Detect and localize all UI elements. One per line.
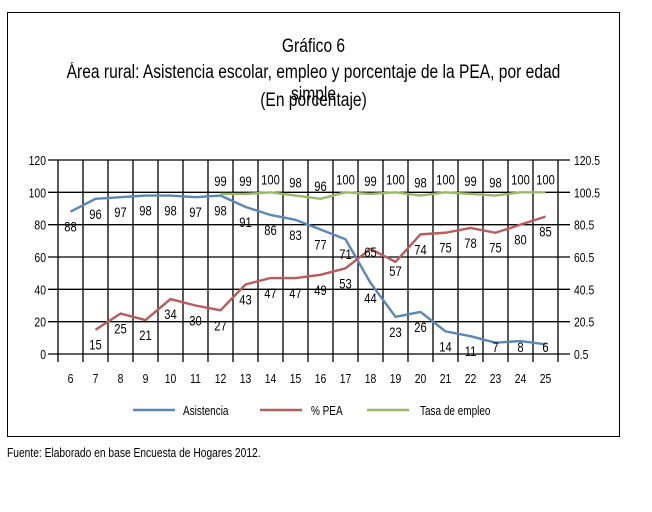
y2-tick-label: 40.5 [574, 283, 595, 297]
data-label-tasa-empleo: 100 [386, 172, 405, 187]
chart-title: Área rural: Asistencia escolar, empleo y… [66, 62, 561, 105]
data-label-pea: 15 [89, 338, 101, 353]
data-label-tasa-empleo: 99 [239, 174, 251, 189]
y2-tick-label: 20.5 [574, 316, 595, 330]
data-label-tasa-empleo: 100 [336, 172, 355, 187]
data-label-asistencia: 6 [542, 340, 548, 355]
data-label-asistencia: 14 [439, 339, 451, 354]
y-tick-label: 20 [34, 316, 46, 330]
y2-tick-label: 80.5 [574, 219, 595, 233]
x-tick-label: 21 [440, 372, 452, 386]
data-label-tasa-empleo: 100 [261, 172, 280, 187]
y2-tick-label: 60.5 [574, 251, 595, 265]
data-label-asistencia: 77 [314, 237, 326, 252]
series-line-pea [94, 215, 546, 331]
data-label-tasa-empleo: 100 [536, 172, 555, 187]
data-label-asistencia: 98 [164, 203, 176, 218]
data-label-asistencia: 23 [389, 325, 401, 340]
data-label-pea: 30 [189, 313, 201, 328]
data-label-pea: 75 [489, 241, 501, 256]
data-label-asistencia: 71 [339, 247, 351, 262]
x-tick-label: 6 [68, 372, 74, 386]
data-label-asistencia: 86 [264, 223, 276, 238]
x-tick-label: 17 [340, 372, 352, 386]
data-label-pea: 34 [164, 307, 176, 322]
data-label-pea: 25 [114, 321, 126, 336]
data-label-pea: 53 [339, 276, 351, 291]
x-tick-label: 11 [190, 372, 201, 386]
data-label-asistencia: 26 [414, 320, 426, 335]
y2-tick-label: 0.5 [574, 348, 589, 362]
data-label-pea: 75 [439, 241, 451, 256]
x-tick-label: 25 [540, 372, 552, 386]
data-label-pea: 27 [214, 318, 226, 333]
x-tick-label: 12 [215, 372, 227, 386]
data-label-asistencia: 8 [517, 340, 523, 355]
x-tick-label: 18 [365, 372, 377, 386]
x-tick-label: 14 [265, 372, 277, 386]
data-label-tasa-empleo: 100 [511, 172, 530, 187]
legend-label: Tasa de empleo [420, 405, 490, 418]
y-tick-label: 60 [34, 251, 46, 265]
data-label-tasa-empleo: 98 [489, 175, 501, 190]
series-line-tasa-de-empleo [220, 191, 546, 201]
data-label-pea: 47 [264, 286, 276, 301]
y-tick-label: 0 [40, 348, 46, 362]
chart-frame [7, 12, 620, 437]
data-label-pea: 85 [539, 224, 551, 239]
data-label-pea: 74 [414, 242, 426, 257]
x-tick-label: 23 [490, 372, 502, 386]
data-label-pea: 43 [239, 292, 251, 307]
series-line-asistencia [69, 194, 546, 346]
legend-label: Asistencia [183, 405, 229, 418]
y2-tick-label: 120.5 [574, 154, 600, 168]
data-label-tasa-empleo: 99 [464, 174, 476, 189]
legend-label: % PEA [311, 405, 343, 418]
data-label-asistencia: 44 [364, 291, 376, 306]
data-label-tasa-empleo: 98 [289, 175, 301, 190]
data-label-tasa-empleo: 98 [414, 175, 426, 190]
data-label-pea: 21 [139, 328, 151, 343]
data-label-asistencia: 88 [64, 220, 76, 235]
x-tick-label: 7 [93, 372, 99, 386]
data-label-tasa-empleo: 99 [214, 174, 226, 189]
data-label-pea: 49 [314, 283, 326, 298]
x-tick-label: 16 [315, 372, 327, 386]
source-note: Fuente: Elaborado en base Encuesta de Ho… [7, 446, 261, 460]
data-label-asistencia: 96 [89, 207, 101, 222]
x-tick-label: 10 [165, 372, 177, 386]
data-label-pea: 80 [514, 233, 526, 248]
data-label-tasa-empleo: 99 [364, 174, 376, 189]
x-tick-label: 22 [465, 372, 477, 386]
data-label-tasa-empleo: 100 [436, 172, 455, 187]
x-tick-label: 24 [515, 372, 527, 386]
y2-tick-label: 100.5 [574, 186, 600, 200]
y-tick-label: 120 [29, 154, 47, 168]
data-label-asistencia: 97 [114, 205, 126, 220]
data-label-asistencia: 98 [139, 203, 151, 218]
x-tick-label: 13 [240, 372, 252, 386]
data-label-pea: 57 [389, 264, 401, 279]
y-tick-label: 40 [34, 283, 46, 297]
data-label-asistencia: 98 [214, 203, 226, 218]
y-tick-label: 100 [29, 186, 47, 200]
x-tick-label: 8 [118, 372, 124, 386]
data-label-asistencia: 83 [289, 228, 301, 243]
y-tick-label: 80 [34, 219, 46, 233]
x-tick-label: 9 [143, 372, 149, 386]
chart-subtitle: (En porcentaje) [260, 90, 367, 111]
x-tick-label: 19 [390, 372, 402, 386]
x-tick-label: 15 [290, 372, 302, 386]
data-label-asistencia: 97 [189, 205, 201, 220]
data-label-asistencia: 91 [239, 215, 251, 230]
x-tick-label: 20 [415, 372, 427, 386]
data-label-pea: 78 [464, 236, 476, 251]
chart-title-number: Gráfico 6 [281, 36, 346, 57]
data-label-tasa-empleo: 96 [314, 179, 326, 194]
data-label-pea: 65 [364, 245, 376, 260]
data-label-asistencia: 7 [492, 340, 498, 355]
data-label-asistencia: 11 [465, 344, 477, 359]
data-label-pea: 47 [289, 286, 301, 301]
